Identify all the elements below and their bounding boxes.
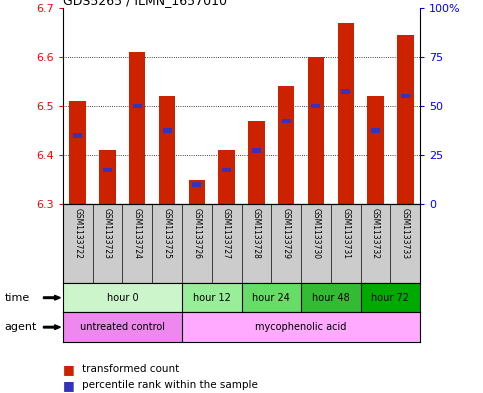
Text: GSM1133728: GSM1133728 [252,208,261,259]
Bar [368,96,384,204]
Bar [103,168,112,172]
Bar [341,89,350,94]
Text: untreated control: untreated control [80,322,165,332]
Text: GSM1133731: GSM1133731 [341,208,350,259]
Bar [73,133,82,138]
Text: GSM1133726: GSM1133726 [192,208,201,259]
Text: GDS5265 / ILMN_1657010: GDS5265 / ILMN_1657010 [63,0,227,7]
Bar [192,182,201,187]
Text: agent: agent [5,322,37,332]
Bar [159,96,175,204]
FancyBboxPatch shape [361,283,420,312]
Text: percentile rank within the sample: percentile rank within the sample [82,380,258,390]
Bar [222,168,231,172]
Text: GSM1133722: GSM1133722 [73,208,82,259]
Text: time: time [5,293,30,303]
Bar [248,121,265,204]
Bar [218,151,235,204]
Bar [312,104,320,108]
Bar [70,101,86,204]
Text: GSM1133730: GSM1133730 [312,208,320,259]
FancyBboxPatch shape [182,283,242,312]
Text: mycophenolic acid: mycophenolic acid [256,322,347,332]
Bar [338,23,354,204]
Text: hour 24: hour 24 [252,293,290,303]
Text: GSM1133724: GSM1133724 [133,208,142,259]
FancyBboxPatch shape [301,283,361,312]
Bar [189,180,205,204]
Bar [371,129,380,133]
Text: GSM1133729: GSM1133729 [282,208,291,259]
Bar [133,104,142,108]
Text: ■: ■ [63,363,74,376]
Text: GSM1133725: GSM1133725 [163,208,171,259]
Text: hour 48: hour 48 [312,293,350,303]
FancyBboxPatch shape [182,312,420,342]
Bar [401,94,410,99]
Bar [163,129,171,133]
Bar [278,86,294,204]
Text: hour 72: hour 72 [371,293,410,303]
Bar [99,151,115,204]
Text: GSM1133732: GSM1133732 [371,208,380,259]
Bar [308,57,324,204]
Text: ■: ■ [63,378,74,392]
Bar [252,148,261,152]
Text: GSM1133733: GSM1133733 [401,208,410,259]
FancyBboxPatch shape [242,283,301,312]
Bar [129,52,145,204]
Text: GSM1133723: GSM1133723 [103,208,112,259]
Text: hour 12: hour 12 [193,293,231,303]
Text: hour 0: hour 0 [107,293,138,303]
Text: transformed count: transformed count [82,364,179,375]
Text: GSM1133727: GSM1133727 [222,208,231,259]
FancyBboxPatch shape [63,312,182,342]
Bar [282,119,291,123]
FancyBboxPatch shape [63,283,182,312]
Bar [397,35,413,204]
